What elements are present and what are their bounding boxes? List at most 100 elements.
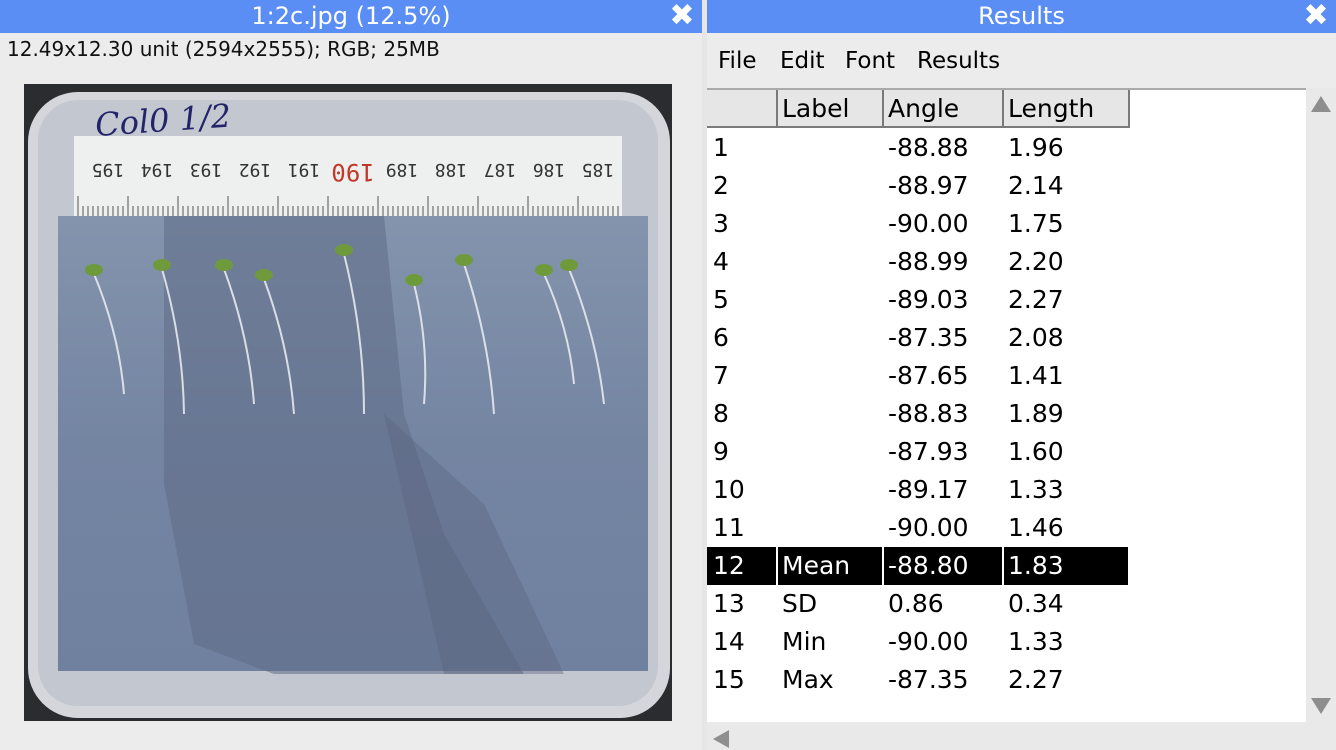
seedling-leaf (455, 254, 473, 266)
image-info-text: 12.49x12.30 unit (2594x2555); RGB; 25MB (7, 37, 440, 61)
row-index-cell: 2 (713, 171, 729, 200)
horizontal-scrollbar[interactable] (707, 722, 1336, 750)
column-header-label[interactable]: Label (778, 90, 884, 128)
seedling-root (93, 273, 125, 395)
seedling-leaf (560, 259, 578, 271)
seedling-root (413, 283, 427, 405)
row-angle-cell: 0.86 (888, 589, 944, 618)
ruler-number: 185 (582, 159, 615, 180)
table-row[interactable]: 11 -90.00 1.46 (707, 509, 1306, 547)
table-row[interactable]: 5 -89.03 2.27 (707, 281, 1306, 319)
table-row[interactable]: 6 -87.35 2.08 (707, 319, 1306, 357)
menu-edit[interactable]: Edit (780, 48, 825, 74)
row-angle-cell: -90.00 (888, 627, 969, 656)
table-row-selected[interactable]: 12 Mean -88.80 1.83 (707, 547, 1306, 585)
table-row[interactable]: 3 -90.00 1.75 (707, 205, 1306, 243)
results-window-close-icon[interactable]: ✖ (1303, 0, 1329, 33)
seedling-leaf (153, 259, 171, 271)
scroll-down-icon[interactable] (1311, 698, 1331, 714)
ruler-number: 188 (435, 159, 468, 180)
seedling-leaf (535, 264, 553, 276)
row-angle-cell: -88.80 (888, 551, 969, 580)
table-row[interactable]: 4 -88.99 2.20 (707, 243, 1306, 281)
image-window: 1:2c.jpg (12.5%) ✖ 12.49x12.30 unit (259… (0, 0, 702, 721)
plate-handwriting: Col0 1/2 (94, 97, 232, 144)
seedling-leaf (255, 269, 273, 281)
column-header-length[interactable]: Length (1004, 90, 1130, 128)
row-index-cell: 15 (713, 665, 745, 694)
row-index-cell: 3 (713, 209, 729, 238)
row-length-cell: 2.14 (1008, 171, 1064, 200)
row-index-cell: 9 (713, 437, 729, 466)
menu-font[interactable]: Font (845, 48, 896, 74)
seedling-root (223, 268, 255, 405)
row-length-cell: 1.46 (1008, 513, 1064, 542)
results-window-titlebar[interactable]: Results ✖ (707, 0, 1336, 33)
column-header-angle[interactable]: Angle (884, 90, 1004, 128)
results-table[interactable]: Label Angle Length 1 -88.88 1.96 2 -88.97 2.1… (707, 88, 1306, 724)
row-label-cell: Max (782, 665, 834, 694)
selection-highlight (1004, 547, 1128, 585)
table-row[interactable]: 15 Max -87.35 2.27 (707, 661, 1306, 699)
row-length-cell: 1.60 (1008, 437, 1064, 466)
image-window-close-icon[interactable]: ✖ (669, 0, 695, 33)
table-row[interactable]: 2 -88.97 2.14 (707, 167, 1306, 205)
row-label-cell: Min (782, 627, 827, 656)
row-length-cell: 2.27 (1008, 665, 1064, 694)
table-row[interactable]: 8 -88.83 1.89 (707, 395, 1306, 433)
ruler-ticks (77, 196, 619, 216)
table-row[interactable]: 9 -87.93 1.60 (707, 433, 1306, 471)
row-index-cell: 4 (713, 247, 729, 276)
ruler-number: 194 (141, 159, 174, 180)
row-label-cell: Mean (782, 551, 851, 580)
scroll-up-icon[interactable] (1311, 96, 1331, 112)
row-index-cell: 11 (713, 513, 745, 542)
vertical-scrollbar[interactable] (1306, 88, 1336, 722)
ruler-number: 192 (239, 159, 272, 180)
row-length-cell: 1.75 (1008, 209, 1064, 238)
row-index-cell: 6 (713, 323, 729, 352)
petri-dish-photo: 195 194 193 192 191 190 189 188 187 186 185 Col0 1… (24, 84, 672, 721)
seedling-root (568, 268, 605, 405)
table-row[interactable]: 7 -87.65 1.41 (707, 357, 1306, 395)
row-length-cell: 1.33 (1008, 475, 1064, 504)
row-index-cell: 10 (713, 475, 745, 504)
row-angle-cell: -88.99 (888, 247, 969, 276)
row-angle-cell: -87.65 (888, 361, 969, 390)
seedling-root (263, 278, 295, 415)
row-index-cell: 14 (713, 627, 745, 656)
row-angle-cell: -88.97 (888, 171, 969, 200)
row-length-cell: 1.83 (1008, 551, 1064, 580)
table-row[interactable]: 14 Min -90.00 1.33 (707, 623, 1306, 661)
row-index-cell: 8 (713, 399, 729, 428)
results-window: Results ✖ File Edit Font Results Label A… (707, 0, 1336, 750)
results-window-title: Results (978, 2, 1065, 30)
ruler-number: 190 (331, 158, 374, 186)
row-angle-cell: -89.17 (888, 475, 969, 504)
table-row[interactable]: 1 -88.88 1.96 (707, 129, 1306, 167)
ruler-number: 195 (92, 159, 125, 180)
column-header-index[interactable] (707, 90, 778, 128)
seedling-root (543, 273, 575, 385)
ruler-number: 186 (533, 159, 566, 180)
selection-highlight (884, 547, 1002, 585)
row-angle-cell: -90.00 (888, 209, 969, 238)
image-canvas[interactable]: 195 194 193 192 191 190 189 188 187 186 185 Col0 1… (24, 84, 672, 721)
row-angle-cell: -89.03 (888, 285, 969, 314)
table-row[interactable]: 10 -89.17 1.33 (707, 471, 1306, 509)
row-index-cell: 5 (713, 285, 729, 314)
row-angle-cell: -87.35 (888, 665, 969, 694)
menu-results[interactable]: Results (917, 48, 1001, 74)
row-label-cell: SD (782, 589, 818, 618)
table-row[interactable]: 13 SD 0.86 0.34 (707, 585, 1306, 623)
scroll-left-icon[interactable] (713, 730, 729, 748)
seedling-leaf (85, 264, 103, 276)
ruler-number: 189 (386, 159, 419, 180)
selection-highlight (778, 547, 882, 585)
image-window-titlebar[interactable]: 1:2c.jpg (12.5%) ✖ (0, 0, 702, 33)
row-index-cell: 7 (713, 361, 729, 390)
row-length-cell: 2.20 (1008, 247, 1064, 276)
row-angle-cell: -87.35 (888, 323, 969, 352)
seedling-root (463, 263, 495, 415)
menu-file[interactable]: File (718, 48, 757, 74)
